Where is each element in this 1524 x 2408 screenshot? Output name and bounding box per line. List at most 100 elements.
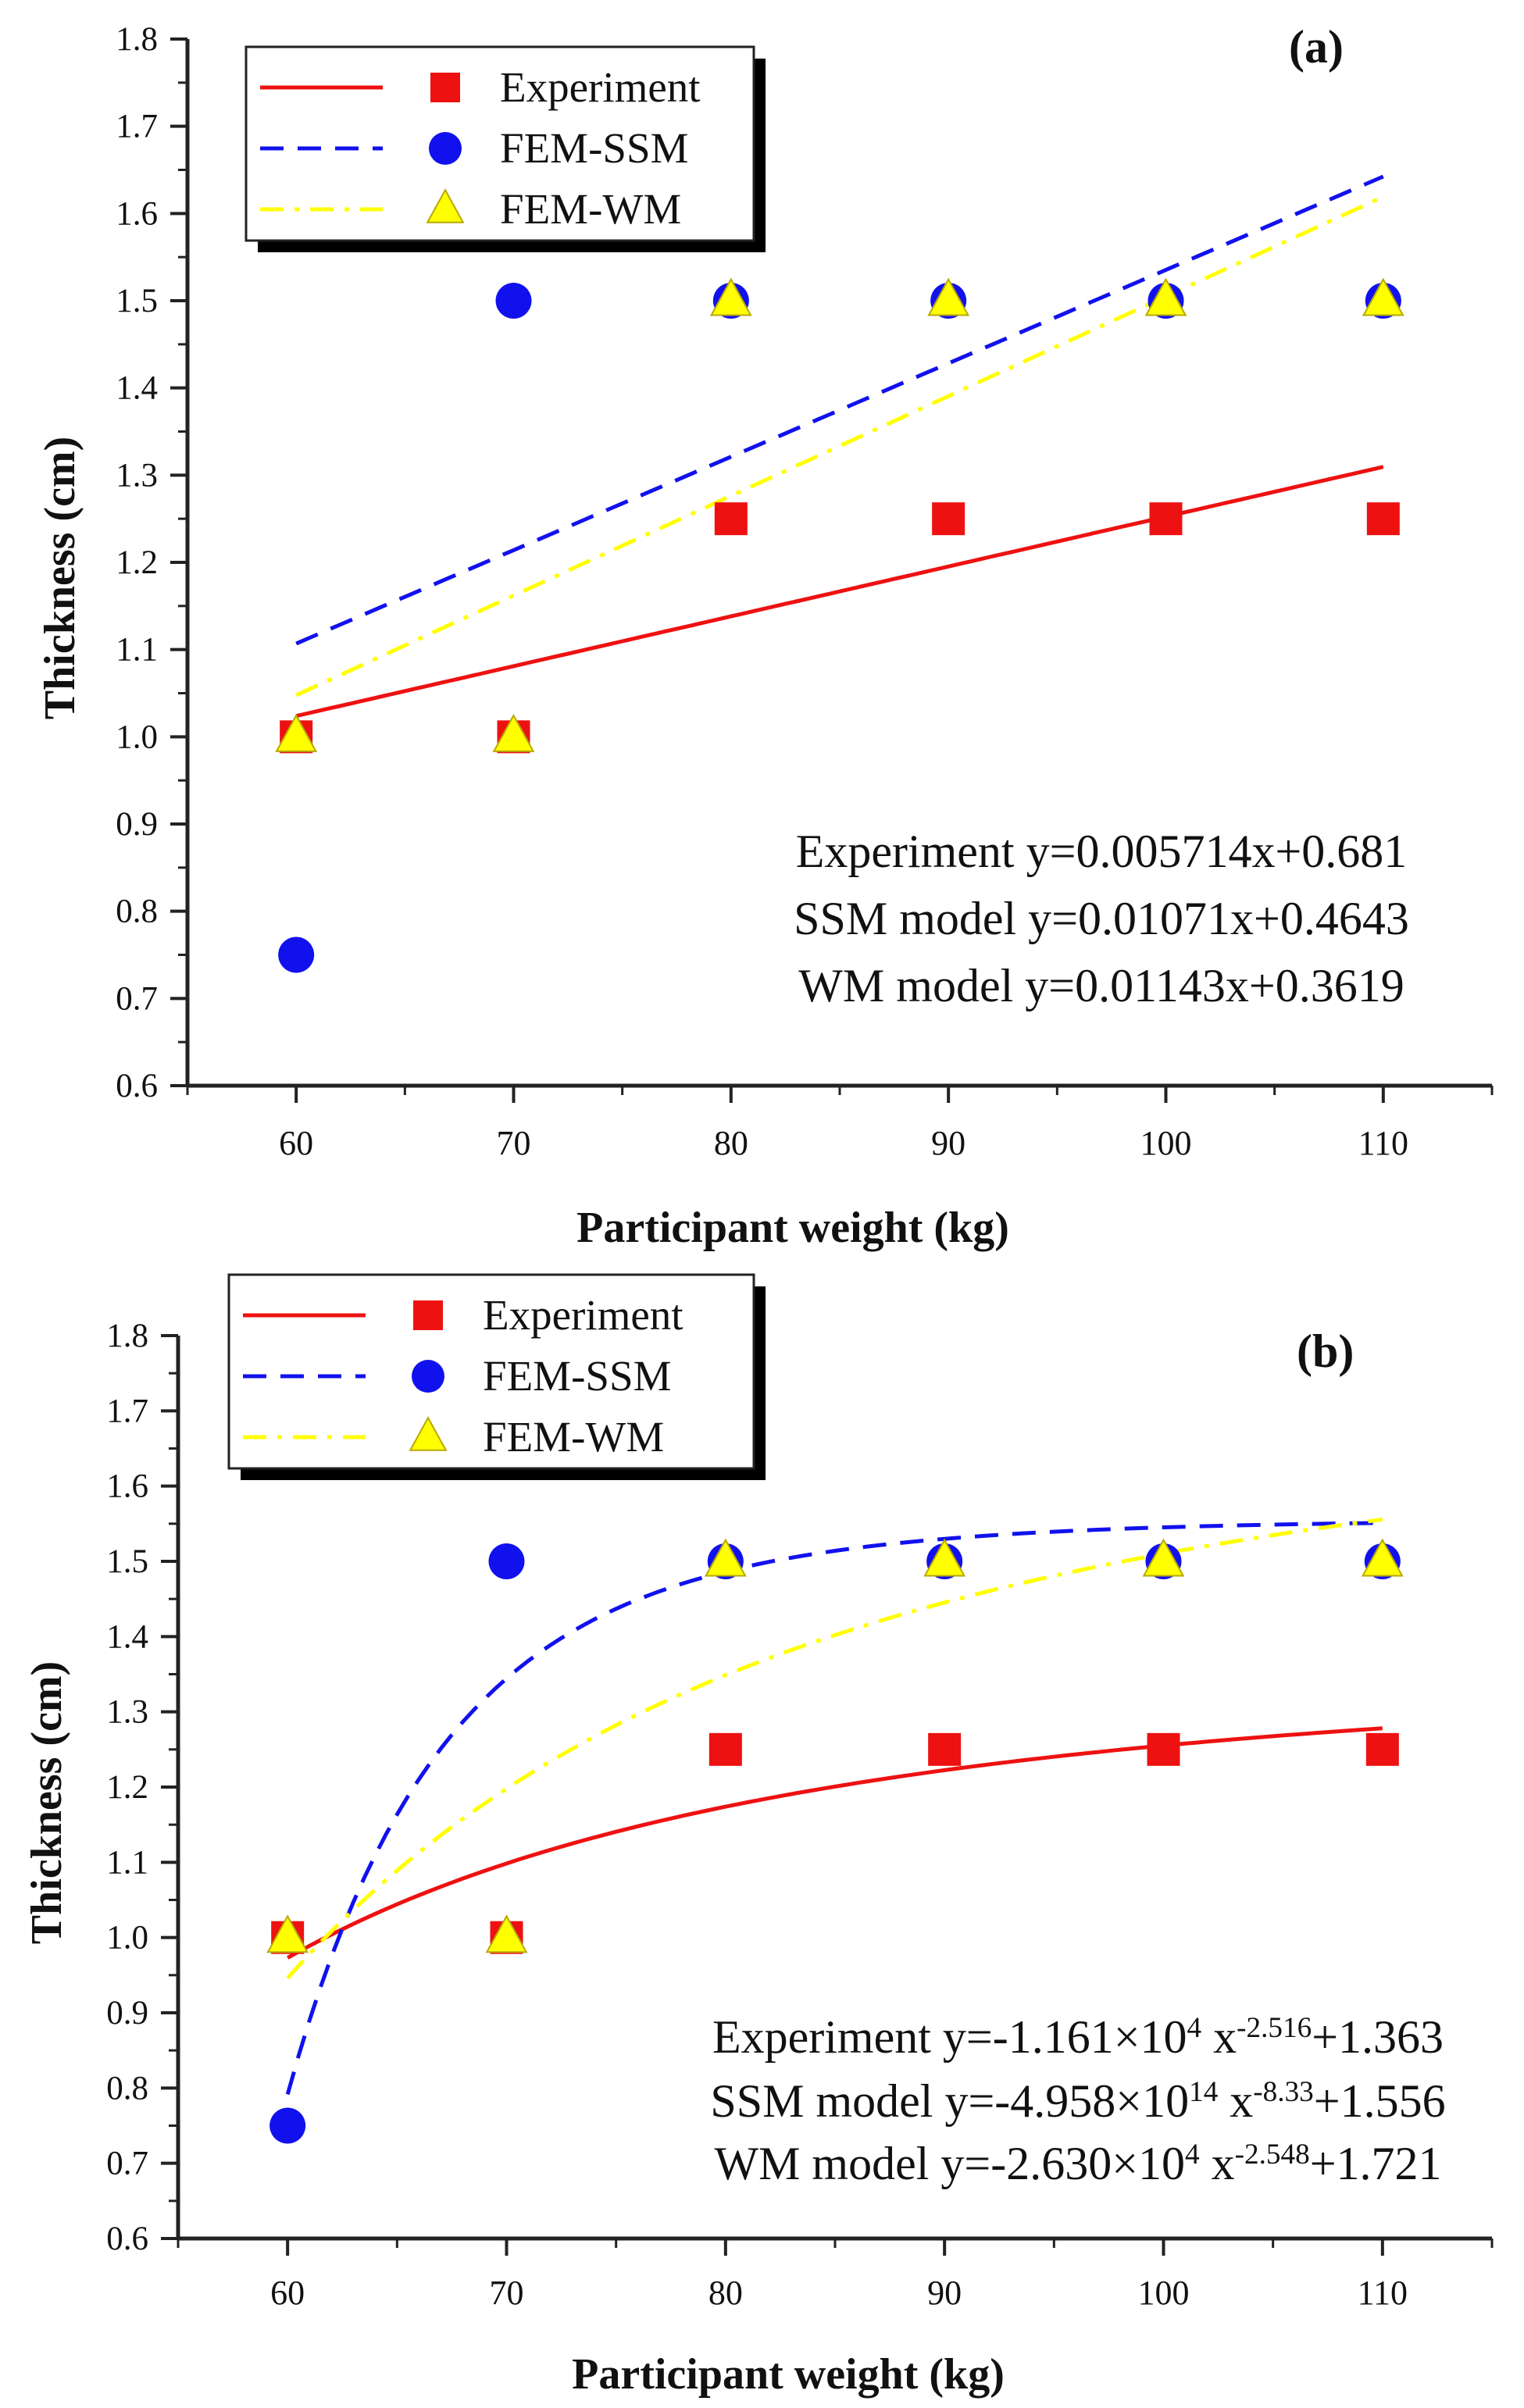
fit-equation: Experiment y=-1.161×104 x-2.516+1.363: [712, 2011, 1444, 2063]
data-point-fem-ssm: [278, 936, 315, 973]
legend-marker-experiment: [413, 1300, 443, 1330]
data-point-experiment: [1366, 502, 1400, 536]
y-tick-label: 1.8: [106, 1318, 148, 1354]
equation-sup1: 14: [1189, 2076, 1219, 2108]
legend-label-fem-wm: FEM-WM: [500, 185, 681, 233]
y-tick-label: 1.2: [106, 1769, 148, 1806]
equation-sup1: 4: [1187, 2012, 1202, 2044]
legend-label-experiment: Experiment: [483, 1291, 683, 1339]
legend-label-fem-ssm: FEM-SSM: [483, 1352, 671, 1400]
fit-line-fem-wm: [295, 194, 1384, 697]
fit-line-fem-wm: [286, 1517, 1383, 1980]
y-tick-label: 0.6: [116, 1068, 158, 1104]
equation-tail: +1.556: [1314, 2075, 1446, 2127]
equation-tail: +1.363: [1312, 2011, 1444, 2063]
y-tick-label: 1.4: [116, 370, 158, 407]
panel-label: (a): [1289, 21, 1344, 73]
data-point-experiment: [1147, 1732, 1180, 1766]
legend-label-fem-wm: FEM-WM: [483, 1413, 664, 1461]
y-tick-label: 1.7: [106, 1393, 148, 1429]
y-tick-label: 1.1: [116, 632, 158, 669]
y-axis-label: Thickness (cm): [23, 1661, 71, 1944]
equation-tail: +1.721: [1310, 2138, 1442, 2189]
legend-marker-fem-ssm: [412, 1360, 444, 1393]
chart-panel-b: 0.6 0.7 0.8 0.9 1.0 1.1 1.2 1.3 1.4 1.5 1.6 1.7 1.8 6…: [23, 1273, 1494, 2399]
fit-line-experiment: [286, 1726, 1383, 1960]
y-tick-label: 0.8: [106, 2070, 148, 2107]
data-point-fem-wm: [1362, 277, 1404, 316]
data-point-fem-wm: [923, 1538, 966, 1577]
data-point-experiment: [1149, 502, 1183, 536]
y-tick-label: 0.6: [106, 2221, 148, 2257]
equation-sup1: 4: [1185, 2139, 1200, 2171]
y-tick-label: 0.9: [106, 1995, 148, 2032]
y-tick-label: 1.3: [116, 457, 158, 494]
x-tick-label: 110: [1358, 1124, 1408, 1162]
data-point-fem-wm: [1144, 277, 1187, 316]
data-point-experiment: [928, 1732, 962, 1766]
x-tick-label: 80: [708, 2274, 743, 2312]
x-tick-label: 70: [497, 1124, 531, 1162]
x-tick-label: 100: [1138, 2274, 1190, 2312]
data-point-fem-ssm: [488, 1543, 525, 1579]
y-tick-label: 0.8: [116, 894, 158, 930]
y-tick-label: 1.3: [106, 1694, 148, 1731]
y-tick-label: 1.8: [116, 21, 158, 58]
equation-mid: x: [1200, 2138, 1235, 2189]
y-tick-label: 1.0: [116, 719, 158, 755]
x-tick-label: 90: [931, 1124, 965, 1162]
data-point-fem-wm: [1361, 1538, 1404, 1577]
y-axis-label: Thickness (cm): [36, 437, 84, 719]
y-tick-label: 1.1: [106, 1844, 148, 1881]
data-point-fem-ssm: [269, 2107, 306, 2144]
x-tick-label: 90: [927, 2274, 962, 2312]
equation-lead: SSM model y=-4.958×10: [710, 2075, 1189, 2127]
x-tick-label: 100: [1140, 1124, 1192, 1162]
legend-label-fem-ssm: FEM-SSM: [500, 124, 688, 172]
fit-equation: WM model y=0.01143x+0.3619: [798, 960, 1404, 1011]
x-axis-label: Participant weight (kg): [572, 2350, 1005, 2399]
y-tick-label: 0.9: [116, 806, 158, 843]
equation-lead: Experiment y=-1.161×10: [712, 2011, 1187, 2063]
data-point-experiment: [714, 502, 748, 536]
fit-line-experiment: [295, 465, 1384, 719]
data-point-experiment: [1365, 1732, 1399, 1766]
x-tick-label: 80: [714, 1124, 748, 1162]
y-tick-label: 1.5: [116, 283, 158, 319]
y-tick-label: 1.4: [106, 1618, 148, 1655]
equation-lead: WM model y=-2.630×10: [714, 2138, 1185, 2189]
y-tick-label: 0.7: [116, 980, 158, 1017]
fit-line-fem-ssm: [285, 1521, 1383, 2096]
data-point-experiment: [708, 1732, 742, 1766]
chart-panel-a: 0.6 0.7 0.8 0.9 1.0 1.1 1.2 1.3 1.4 1.5 1.6 1.7 1.8 6…: [36, 21, 1494, 1252]
legend-marker-fem-wm: [409, 1416, 448, 1451]
legend-label-experiment: Experiment: [500, 63, 701, 111]
fit-equation: SSM model y=0.01071x+0.4643: [794, 893, 1409, 944]
y-tick-label: 0.7: [106, 2146, 148, 2182]
y-tick-label: 1.6: [116, 195, 158, 232]
legend-marker-experiment: [430, 73, 460, 102]
equation-sup2: -2.548: [1235, 2139, 1310, 2171]
equation-mid: x: [1201, 2011, 1237, 2063]
equation-lead: WM model y=0.01143x+0.3619: [798, 960, 1404, 1011]
x-tick-label: 60: [279, 1124, 313, 1162]
x-axis-label: Participant weight (kg): [576, 1204, 1009, 1252]
data-point-fem-ssm: [495, 283, 532, 319]
legend-marker-fem-wm: [426, 188, 465, 223]
data-point-fem-wm: [485, 1914, 528, 1953]
fit-line-fem-ssm: [295, 174, 1384, 646]
equation-mid: x: [1218, 2075, 1253, 2127]
fit-equation: Experiment y=0.005714x+0.681: [796, 826, 1408, 877]
equation-sup2: -8.33: [1253, 2076, 1313, 2108]
data-point-fem-wm: [492, 713, 535, 752]
x-tick-label: 60: [270, 2274, 305, 2312]
equation-lead: SSM model y=0.01071x+0.4643: [794, 893, 1409, 944]
data-point-fem-wm: [704, 1538, 747, 1577]
x-tick-label: 110: [1358, 2274, 1408, 2312]
y-tick-label: 1.2: [116, 544, 158, 581]
y-tick-label: 1.0: [106, 1920, 148, 1957]
data-point-fem-wm: [709, 277, 752, 316]
panel-label: (b): [1297, 1325, 1354, 1377]
y-tick-label: 1.5: [106, 1543, 148, 1580]
data-point-experiment: [932, 502, 965, 536]
